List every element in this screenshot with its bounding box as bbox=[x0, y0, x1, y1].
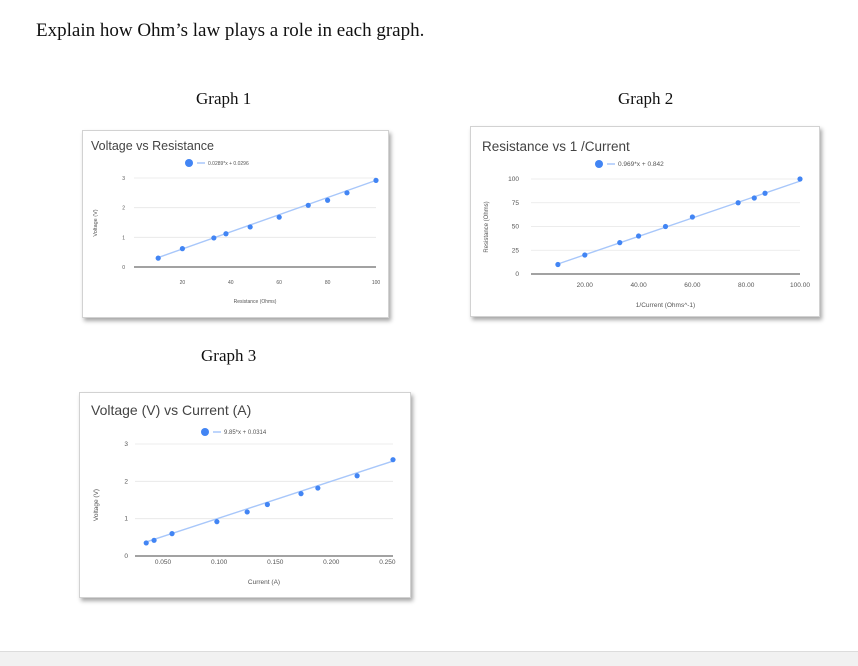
chart-title: Voltage vs Resistance bbox=[91, 139, 214, 153]
data-point bbox=[169, 531, 175, 537]
x-tick-label: 40 bbox=[228, 280, 234, 286]
data-point bbox=[305, 202, 311, 208]
x-tick-label: 0.100 bbox=[211, 559, 228, 566]
data-point bbox=[155, 255, 161, 261]
x-tick-label: 40.00 bbox=[630, 282, 647, 289]
x-tick-label: 80 bbox=[325, 280, 331, 286]
x-tick-label: 100.00 bbox=[790, 282, 810, 289]
data-point bbox=[617, 240, 623, 246]
x-tick-label: 0.200 bbox=[323, 559, 340, 566]
chart-3-voltage-vs-current: Voltage (V) vs Current (A) 9.85*x + 0.031… bbox=[91, 402, 396, 586]
data-point bbox=[555, 261, 561, 268]
data-point bbox=[211, 235, 217, 241]
data-point bbox=[247, 224, 253, 230]
data-point bbox=[797, 176, 803, 182]
chart-title: Voltage (V) vs Current (A) bbox=[91, 402, 251, 418]
legend-label: 0.969*x + 0.842 bbox=[618, 161, 664, 168]
y-tick-label: 3 bbox=[122, 176, 125, 182]
x-tick-label: 80.00 bbox=[738, 282, 755, 289]
legend-label: 9.85*x + 0.0314 bbox=[224, 430, 267, 436]
x-axis-label: Current (A) bbox=[248, 579, 280, 586]
data-point bbox=[751, 195, 757, 201]
data-point bbox=[354, 473, 360, 479]
chart-title: Resistance vs 1 /Current bbox=[482, 139, 630, 154]
chart-card-2: Resistance vs 1 /Current 0.969*x + 0.842 0… bbox=[470, 126, 820, 317]
y-tick-label: 0 bbox=[124, 553, 128, 560]
data-point bbox=[244, 509, 250, 515]
graph-2-title: Graph 2 bbox=[618, 89, 674, 108]
data-point bbox=[662, 223, 669, 230]
bottom-bar bbox=[0, 651, 858, 666]
data-point bbox=[298, 491, 304, 497]
graph-3-title: Graph 3 bbox=[201, 346, 257, 365]
y-tick-label: 0 bbox=[515, 271, 519, 278]
y-tick-label: 3 bbox=[124, 441, 128, 448]
data-point bbox=[373, 177, 379, 183]
x-tick-label: 60.00 bbox=[684, 282, 701, 289]
data-point bbox=[223, 231, 229, 237]
trendline bbox=[557, 180, 801, 265]
x-tick-label: 100 bbox=[372, 280, 381, 286]
legend-marker bbox=[595, 160, 603, 168]
trendline bbox=[145, 460, 394, 543]
chart-2-resistance-vs-inverse-current: Resistance vs 1 /Current 0.969*x + 0.842 0… bbox=[482, 139, 810, 309]
y-tick-label: 1 bbox=[124, 516, 128, 523]
y-tick-label: 1 bbox=[122, 235, 125, 241]
data-point bbox=[264, 501, 270, 508]
y-tick-label: 0 bbox=[122, 265, 125, 271]
chart-1-voltage-vs-resistance: Voltage vs Resistance 0.0289*x + 0.0296 0 1… bbox=[91, 139, 381, 305]
data-point bbox=[582, 252, 588, 258]
x-tick-label: 20.00 bbox=[577, 282, 594, 289]
question-text: Explain how Ohm’s law plays a role in ea… bbox=[36, 20, 425, 41]
y-axis-label: Voltage (V) bbox=[93, 489, 100, 521]
y-axis-label: Resistance (Ohms) bbox=[484, 201, 490, 252]
data-point bbox=[179, 246, 185, 252]
x-tick-label: 60 bbox=[276, 280, 282, 286]
y-tick-label: 25 bbox=[512, 247, 520, 254]
data-point bbox=[390, 457, 396, 463]
chart-card-3: Voltage (V) vs Current (A) 9.85*x + 0.031… bbox=[79, 392, 411, 598]
data-point bbox=[762, 190, 768, 196]
y-tick-label: 100 bbox=[508, 176, 519, 183]
legend-label: 0.0289*x + 0.0296 bbox=[208, 161, 249, 167]
data-point bbox=[325, 197, 331, 203]
data-point bbox=[214, 519, 220, 525]
x-axis-label: Resistance (Ohms) bbox=[234, 299, 277, 305]
data-point bbox=[276, 214, 282, 220]
data-point bbox=[143, 540, 149, 546]
legend-marker bbox=[201, 428, 209, 436]
data-point bbox=[344, 190, 350, 196]
data-point bbox=[636, 233, 642, 239]
data-point bbox=[689, 214, 695, 220]
chart-card-1: Voltage vs Resistance 0.0289*x + 0.0296 0 1… bbox=[82, 130, 389, 318]
graph-1-title: Graph 1 bbox=[196, 89, 252, 108]
data-point bbox=[151, 537, 157, 543]
data-point bbox=[315, 485, 321, 491]
data-point bbox=[735, 200, 741, 206]
y-tick-label: 2 bbox=[124, 478, 128, 485]
legend-marker bbox=[185, 159, 193, 167]
x-tick-label: 0.050 bbox=[155, 559, 172, 566]
x-tick-label: 0.150 bbox=[267, 559, 284, 566]
x-tick-label: 0.250 bbox=[379, 559, 396, 566]
x-axis-label: 1/Current (Ohms^-1) bbox=[636, 302, 695, 309]
y-tick-label: 50 bbox=[512, 224, 520, 231]
y-tick-label: 2 bbox=[122, 206, 125, 212]
trendline bbox=[157, 179, 377, 259]
y-axis-label: Voltage (V) bbox=[93, 209, 99, 236]
x-tick-label: 20 bbox=[180, 280, 186, 286]
y-tick-label: 75 bbox=[512, 200, 520, 207]
